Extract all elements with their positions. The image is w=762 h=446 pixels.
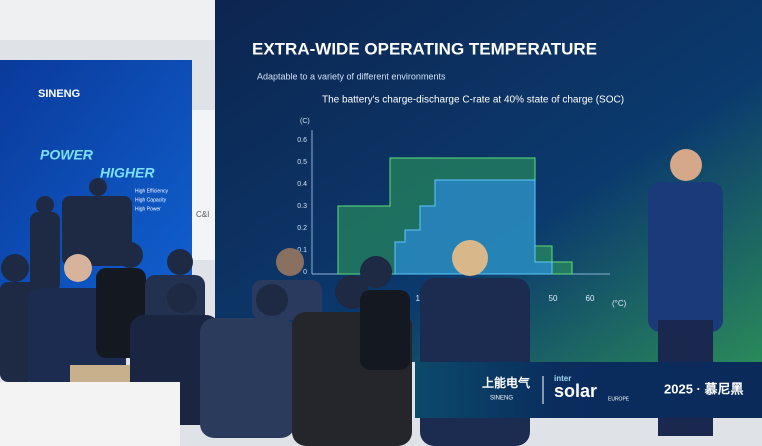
y-tick-label: 0.2 xyxy=(297,225,307,232)
pillar xyxy=(192,110,216,260)
screen-title: EXTRA-WIDE OPERATING TEMPERATURE xyxy=(252,39,597,58)
y-tick-label: 0.5 xyxy=(297,159,307,166)
y-tick-label: 0.3 xyxy=(297,203,307,210)
event-2: solar xyxy=(554,381,597,401)
y-unit: (C) xyxy=(300,118,310,125)
screen-subtitle: Adaptable to a variety of different envi… xyxy=(257,71,446,81)
feature: High Power xyxy=(135,206,161,212)
banner-brand-cn: 上能电气 xyxy=(482,375,530,390)
banner-brand-en: SINENG xyxy=(490,396,513,402)
x-tick-label: 50 xyxy=(549,294,558,303)
event-1: inter xyxy=(554,374,571,383)
chart-title: The battery's charge-discharge C-rate at… xyxy=(322,95,624,106)
discharge-area xyxy=(394,179,553,275)
y-tick-label: 0.4 xyxy=(297,181,307,188)
booth-sign: C&I xyxy=(196,210,209,219)
y-tick-label: 0.6 xyxy=(297,137,307,144)
booth-brand: SINENG xyxy=(38,88,80,100)
event-3: EUROPE xyxy=(608,396,630,402)
booth-headline: POWER xyxy=(40,147,94,163)
y-tick-label: 0.1 xyxy=(297,247,307,254)
banner-location: 2025 · 慕尼黑 xyxy=(664,381,743,396)
bench xyxy=(0,382,180,446)
x-tick-label: 60 xyxy=(586,294,595,303)
x-unit: (°C) xyxy=(612,299,627,308)
feature: High Efficiency xyxy=(135,188,168,194)
y-tick-label: 0 xyxy=(303,269,307,276)
banner xyxy=(415,362,762,418)
booth-headline: HIGHER xyxy=(100,165,155,181)
feature: High Capacity xyxy=(135,197,167,203)
